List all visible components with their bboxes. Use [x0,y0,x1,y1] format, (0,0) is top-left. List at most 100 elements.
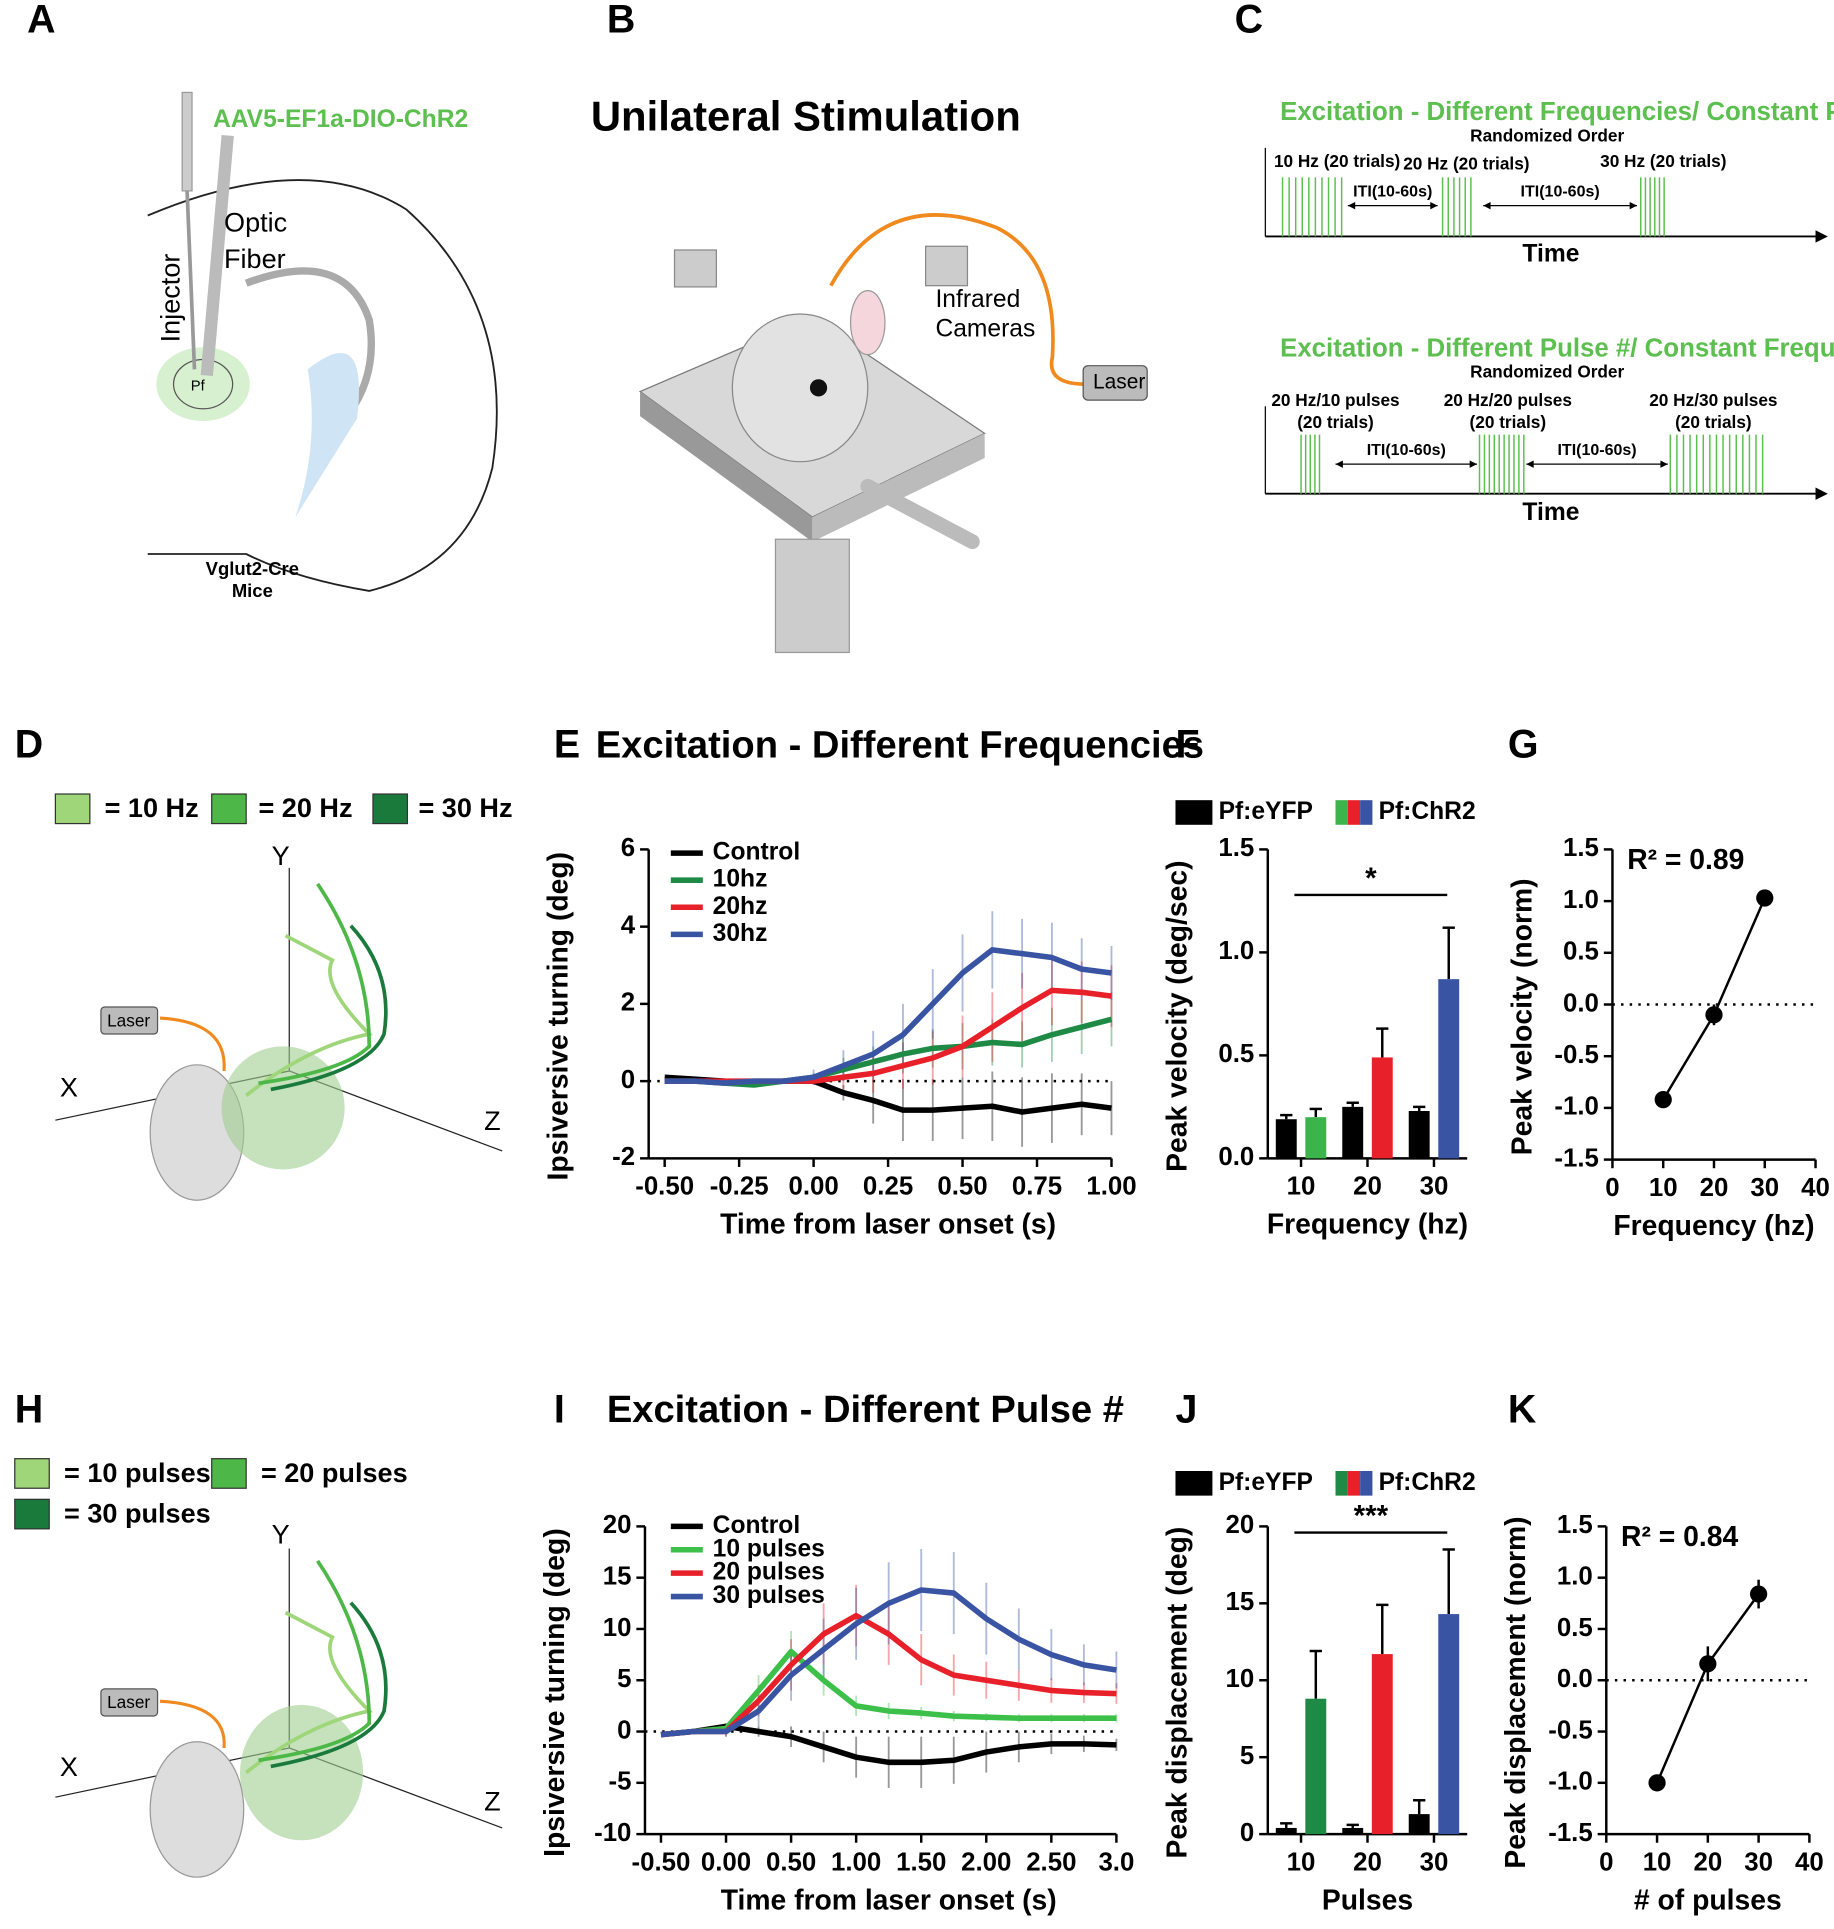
y-tick-label: 0 [621,1066,635,1094]
annotation: R² = 0.84 [1621,1520,1738,1552]
y-tick-label: 0.5 [1557,1614,1593,1642]
panel-letter: H [15,1387,43,1431]
y-tick-label: 1.0 [1557,1563,1593,1591]
significance-label: * [1365,862,1377,895]
x-tick-label: 20 [1693,1848,1722,1876]
legend-label: Control [713,1512,800,1539]
y-tick-label: 10 [603,1614,632,1642]
time-label: Time [1522,499,1579,526]
optic-fiber [200,134,234,377]
legend-label: 20hz [713,893,768,920]
time-arrow [1815,230,1828,243]
x-axis-label: Time from laser onset (s) [721,1883,1057,1915]
x-tick-label: 3.0 [1098,1848,1134,1876]
trajectory-schematic [55,867,503,1878]
x-axis-label: # of pulses [1634,1883,1782,1915]
legend-swatch [1335,800,1348,825]
y-tick-label: -10 [594,1819,631,1847]
legend-label: = 30 Hz [418,792,512,823]
block-label: 20 Hz/10 pulses [1271,390,1399,410]
legend-label: Pf:eYFP [1219,1469,1313,1496]
block-label: 20 Hz/30 pulses [1649,390,1777,410]
x-tick-label: 1.50 [896,1848,946,1876]
time-arrow [1815,487,1828,500]
brain-schematic [147,91,498,592]
panel-letter: J [1175,1387,1197,1431]
x-tick-label: 10 [1649,1174,1678,1202]
legend-swatch [1347,800,1361,825]
water-spout [860,478,980,550]
laser-box [100,1006,159,1035]
y-tick-label: 15 [603,1563,632,1591]
block-label: (20 trials) [1470,412,1547,432]
point [1756,889,1774,907]
legend-label: = 10 pulses [64,1457,211,1488]
series-line [660,1648,1117,1738]
x-tick-label: 20 [1353,1173,1382,1201]
block-label: 10 Hz (20 trials) [1274,151,1400,171]
legend-swatch [1360,1471,1373,1496]
x-tick-label: 0.50 [766,1848,816,1876]
block-label: (20 trials) [1675,412,1752,432]
legend-swatch [14,1458,50,1489]
ventricle [295,352,360,518]
y-tick-label: 1.0 [1563,886,1599,914]
x-tick-label: 0.00 [788,1173,838,1201]
legend-label: 10hz [713,866,768,893]
injection-site [156,347,250,422]
legend-swatch [1347,1471,1361,1496]
y-axis-label: Peak velocity (norm) [1505,878,1537,1155]
y-tick-label: 0.5 [1218,1040,1254,1068]
bar [1275,1827,1297,1835]
y-tick-label: -1.5 [1548,1819,1593,1847]
platform-side [640,391,813,542]
bar [1305,1117,1327,1159]
x-tick-label: 0.50 [937,1173,987,1201]
region-label: Pf [191,379,206,395]
x-tick-label: 30 [1420,1173,1449,1201]
x-axis-label: Frequency (hz) [1267,1208,1468,1240]
axis-label: X [60,1751,78,1782]
y-tick-label: 5 [1240,1742,1254,1770]
panel-letter: K [1508,1387,1537,1431]
y-tick-label: 1.5 [1557,1511,1593,1539]
point [1654,1091,1672,1109]
trajectory [258,882,372,1086]
mouse-label: Vglut2-Cre [206,558,299,579]
laser-label: Laser [107,1692,150,1712]
legend-swatch [211,793,247,825]
camera [925,245,969,287]
trajectory [258,1559,372,1763]
panel-letter: I [554,1387,565,1431]
axis-label: Z [484,1105,501,1136]
y-tick-label: 10 [1226,1665,1255,1693]
y-tick-label: 0.0 [1218,1143,1254,1171]
y-tick-label: -0.5 [1554,1041,1599,1069]
laser-label: Laser [1093,370,1145,393]
x-tick-label: 20 [1353,1848,1382,1876]
annotation: R² = 0.89 [1627,843,1744,875]
y-tick-label: -0.5 [1548,1716,1593,1744]
block-label: 20 Hz/20 pulses [1444,390,1572,410]
y-tick-label: 1.5 [1563,834,1599,862]
protocol-title: Excitation - Different Frequencies/ Cons… [1280,98,1834,126]
legend-label: = 20 pulses [261,1457,408,1488]
legend-label: Pf:ChR2 [1379,1469,1476,1496]
fit-line [1662,897,1766,1101]
fit-line [1655,1593,1760,1784]
y-tick-label: -1.5 [1554,1144,1599,1172]
x-tick-label: 2.00 [961,1848,1011,1876]
laser-label: Laser [107,1010,150,1030]
legend-swatch [1175,1471,1213,1496]
camera [673,249,717,288]
injector-needle [181,91,193,192]
x-tick-label: 10 [1287,1848,1316,1876]
x-tick-label: 30 [1420,1848,1449,1876]
bar [1371,1057,1393,1159]
y-tick-label: 0.5 [1563,938,1599,966]
y-tick-label: 1.5 [1218,834,1254,862]
pedestal [774,538,850,654]
legend-swatch [54,793,91,825]
series-line [660,1587,1117,1738]
